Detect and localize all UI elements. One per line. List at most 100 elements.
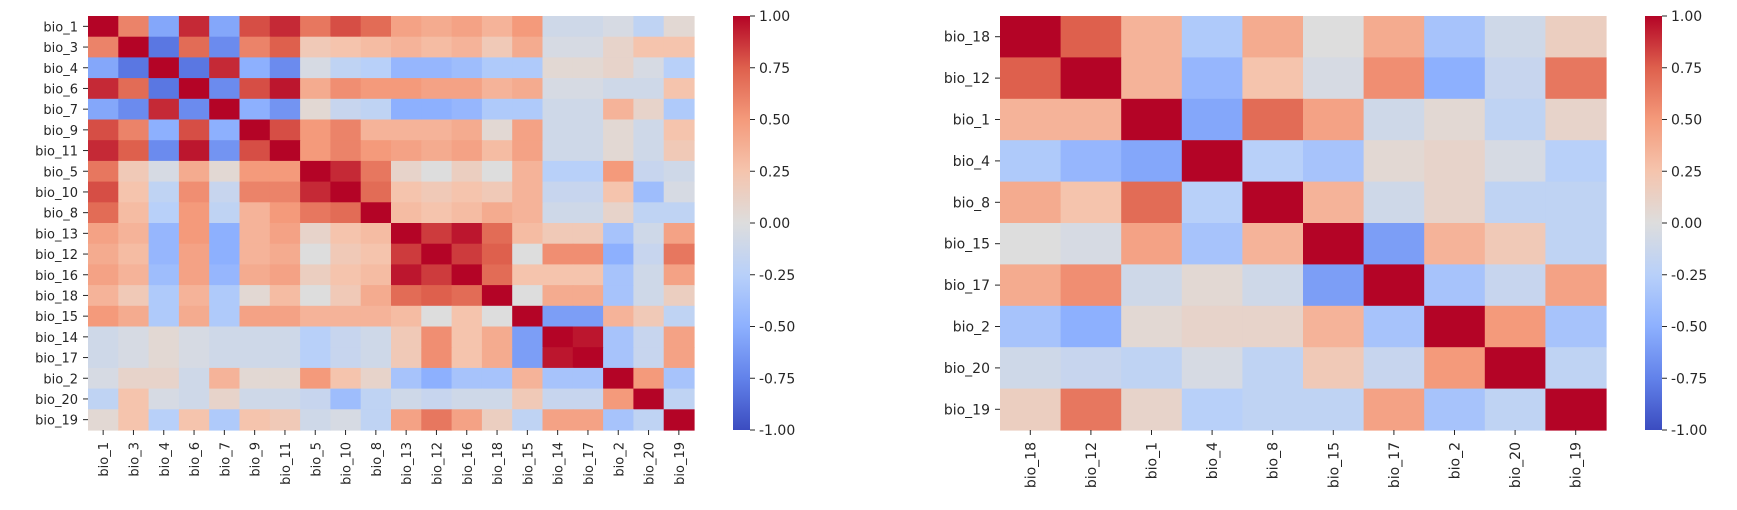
- heatmap-cell: [421, 285, 453, 307]
- heatmap-cell: [330, 57, 362, 79]
- heatmap-cell: [239, 16, 271, 38]
- heatmap-cell: [300, 16, 331, 38]
- heatmap-cell: [481, 243, 513, 265]
- heatmap-cell: [148, 98, 180, 121]
- colorbar-tick-label: -0.75: [759, 371, 795, 387]
- heatmap-cell: [1303, 140, 1365, 183]
- heatmap-cell: [1181, 98, 1243, 141]
- heatmap-cell: [209, 305, 241, 328]
- heatmap-cell: [178, 409, 210, 431]
- heatmap-cell: [572, 181, 604, 203]
- y-tick-label: bio_20: [35, 393, 78, 408]
- x-tick-label: bio_18: [1023, 442, 1039, 488]
- heatmap-cell: [421, 223, 453, 245]
- heatmap-cell: [300, 181, 331, 203]
- heatmap-cell: [300, 388, 331, 410]
- heatmap-cell: [148, 409, 180, 431]
- heatmap-cell: [451, 57, 483, 79]
- heatmap-cell: [451, 347, 483, 369]
- heatmap-cell: [421, 347, 453, 369]
- heatmap-cell: [542, 243, 574, 265]
- heatmap-cell: [1060, 347, 1122, 390]
- heatmap-cell: [330, 160, 362, 183]
- heatmap-cell: [481, 305, 513, 328]
- heatmap-cell: [421, 78, 453, 100]
- heatmap-cell: [481, 36, 513, 58]
- heatmap-cell: [239, 264, 271, 286]
- heatmap-cell: [1181, 57, 1243, 100]
- heatmap-cell: [451, 119, 483, 141]
- heatmap-cell: [1424, 16, 1486, 58]
- y-tick-label: bio_10: [35, 186, 78, 201]
- heatmap-cell: [603, 140, 634, 162]
- heatmap-cell: [1484, 388, 1546, 431]
- heatmap-cell: [572, 119, 604, 141]
- heatmap-cell: [603, 36, 634, 58]
- heatmap-cell: [148, 181, 180, 203]
- heatmap-cell: [603, 409, 634, 431]
- heatmap-cell: [330, 243, 362, 265]
- y-tick-label: bio_16: [35, 269, 78, 284]
- heatmap-cell: [148, 78, 180, 100]
- heatmap-cell: [1303, 305, 1365, 348]
- heatmap-cell: [360, 347, 392, 369]
- heatmap-cell: [360, 388, 392, 410]
- heatmap-cell: [88, 36, 119, 58]
- heatmap-cell: [239, 305, 271, 328]
- heatmap-cell: [512, 223, 544, 245]
- heatmap-cell: [663, 98, 695, 121]
- heatmap-cell: [391, 223, 422, 245]
- heatmap-cell: [360, 78, 392, 100]
- heatmap-cell: [663, 285, 695, 307]
- heatmap-cell: [603, 119, 634, 141]
- heatmap-cell: [481, 347, 513, 369]
- heatmap-cell: [118, 409, 150, 431]
- heatmap-cell: [360, 264, 392, 286]
- heatmap-cell: [391, 326, 422, 348]
- heatmap-cell: [633, 202, 665, 224]
- heatmap-cell: [663, 78, 695, 100]
- heatmap-cell: [512, 347, 544, 369]
- heatmap-cell: [300, 98, 331, 121]
- heatmap-cell: [178, 181, 210, 203]
- heatmap-cell: [633, 347, 665, 369]
- heatmap-cell: [178, 367, 210, 390]
- x-tick-label: bio_14: [552, 442, 567, 485]
- heatmap-cell: [451, 243, 483, 265]
- heatmap-cell: [512, 264, 544, 286]
- heatmap-cell: [118, 140, 150, 162]
- heatmap-cell: [209, 367, 241, 390]
- heatmap-cell: [148, 367, 180, 390]
- x-tick-label: bio_1: [1145, 442, 1161, 479]
- x-tick-label: bio_20: [643, 442, 658, 485]
- heatmap-cell: [1545, 57, 1607, 100]
- heatmap-cell: [178, 388, 210, 410]
- heatmap-cell: [391, 98, 422, 121]
- heatmap-cell: [633, 388, 665, 410]
- heatmap-cell: [269, 243, 301, 265]
- heatmap-cell: [178, 305, 210, 328]
- heatmap-cell: [239, 78, 271, 100]
- x-tick-label: bio_6: [188, 442, 203, 477]
- heatmap-cell: [1060, 181, 1122, 224]
- heatmap-cell: [391, 202, 422, 224]
- heatmap-cell: [663, 347, 695, 369]
- heatmap-cell: [572, 305, 604, 328]
- heatmap-cell: [542, 223, 574, 245]
- heatmap-cell: [1060, 223, 1122, 265]
- x-tick-label: bio_4: [1205, 442, 1221, 479]
- heatmap-cell: [1060, 57, 1122, 100]
- heatmap-cell: [88, 140, 119, 162]
- colorbar-tick-label: -0.50: [759, 320, 795, 336]
- heatmap-cell: [663, 409, 695, 431]
- heatmap-cell: [209, 326, 241, 348]
- heatmap-cell: [481, 285, 513, 307]
- x-tick-label: bio_15: [521, 442, 536, 485]
- heatmap-cell: [542, 16, 574, 38]
- heatmap-cell: [542, 78, 574, 100]
- heatmap-cell: [421, 202, 453, 224]
- heatmap-cell: [391, 367, 422, 390]
- heatmap-cell: [118, 181, 150, 203]
- colorbar-tick-label: 0.25: [759, 164, 790, 180]
- heatmap-cell: [603, 78, 634, 100]
